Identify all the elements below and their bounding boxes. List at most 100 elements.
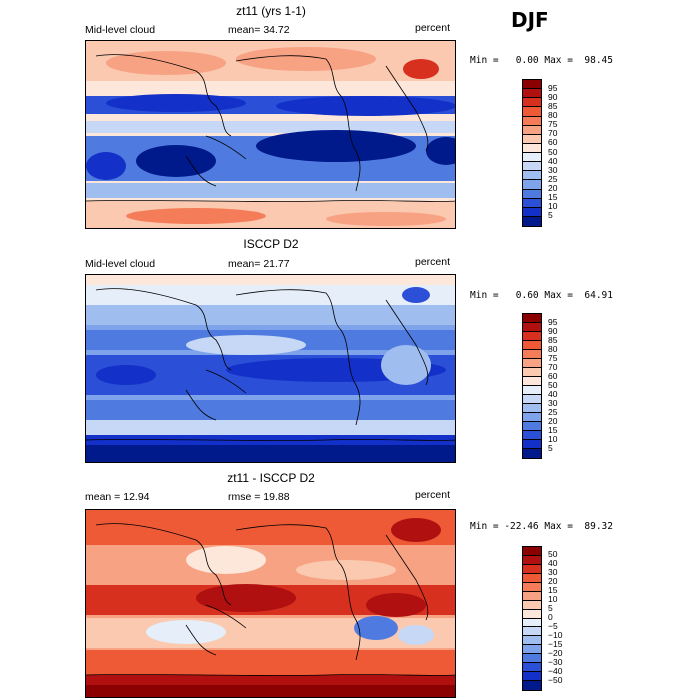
- colorbar-level-label: −20: [548, 647, 563, 658]
- colorbar-segment: [523, 449, 541, 458]
- colorbar-segment: [523, 368, 541, 377]
- colorbar-segment: [523, 216, 541, 226]
- colorbar-level-label: −10: [548, 629, 563, 640]
- colorbar-level-label: 20: [548, 415, 558, 426]
- colorbar-segment: [523, 555, 541, 565]
- panel-3-title: zt11 - ISCCP D2: [227, 471, 315, 485]
- colorbar-segment: [523, 153, 541, 163]
- colorbar-segment: [523, 654, 541, 664]
- colorbar-level-label: 5: [548, 442, 553, 453]
- colorbar-segment: [523, 681, 541, 690]
- season-label: DJF: [511, 8, 549, 32]
- colorbar-segment: [523, 80, 541, 90]
- panel-1-title: zt11 (yrs 1-1): [236, 4, 306, 18]
- colorbar-segment: [523, 98, 541, 108]
- colorbar-level-label: 50: [548, 549, 558, 560]
- colorbar-segment: [523, 600, 541, 610]
- colorbar-level-label: −40: [548, 665, 563, 676]
- colorbar-segment: [523, 609, 541, 619]
- panel-1-variable-label: Mid-level cloud: [85, 24, 156, 36]
- colorbar-level-label: 25: [548, 406, 558, 417]
- colorbar-segment: [523, 180, 541, 190]
- colorbar-segment: [523, 143, 541, 153]
- colorbar-segment: [523, 591, 541, 601]
- colorbar-segment: [523, 547, 541, 556]
- colorbar-level-label: −15: [548, 638, 563, 649]
- colorbar-level-label: 60: [548, 370, 558, 381]
- colorbar-segment: [523, 431, 541, 440]
- panel-2-colorbar: [522, 313, 542, 459]
- colorbar-level-label: 85: [548, 100, 558, 111]
- colorbar-level-label: 40: [548, 558, 558, 569]
- colorbar-level-label: 70: [548, 361, 558, 372]
- colorbar-level-label: 10: [548, 433, 558, 444]
- colorbar-segment: [523, 386, 541, 395]
- panel-1-map: [85, 40, 456, 229]
- colorbar-segment: [523, 636, 541, 646]
- colorbar-level-label: 30: [548, 567, 558, 578]
- colorbar-level-label: 75: [548, 119, 558, 130]
- colorbar-segment: [523, 323, 541, 332]
- colorbar-level-label: 80: [548, 110, 558, 120]
- colorbar-level-label: 90: [548, 325, 558, 336]
- colorbar-segment: [523, 395, 541, 404]
- colorbar-segment: [523, 645, 541, 655]
- colorbar-segment: [523, 341, 541, 350]
- colorbar-level-label: 40: [548, 388, 558, 399]
- colorbar-level-label: 15: [548, 424, 558, 435]
- panel-3-unit: percent: [415, 489, 451, 501]
- panel-1-colorbar: [522, 79, 542, 227]
- colorbar-level-label: 15: [548, 585, 558, 596]
- colorbar-segment: [523, 107, 541, 117]
- colorbar-segment: [523, 207, 541, 217]
- colorbar-level-label: 40: [548, 155, 558, 166]
- colorbar-segment: [523, 404, 541, 413]
- colorbar-level-label: 80: [548, 343, 558, 354]
- colorbar-level-label: 90: [548, 91, 558, 102]
- colorbar-segment: [523, 162, 541, 172]
- colorbar-level-label: −30: [548, 656, 563, 667]
- colorbar-segment: [523, 573, 541, 583]
- colorbar-level-label: 5: [548, 603, 553, 614]
- panel-3-minmax: Min = -22.46 Max = 89.32: [470, 521, 613, 532]
- colorbar-segment: [523, 618, 541, 628]
- colorbar-segment: [523, 663, 541, 673]
- colorbar-level-label: 0: [548, 612, 553, 622]
- panel-2-mean: mean= 21.77: [228, 258, 290, 270]
- panel-3-map: [85, 509, 456, 698]
- colorbar-level-label: −5: [548, 620, 558, 631]
- colorbar-level-label: 95: [548, 82, 558, 93]
- colorbar-level-label: 95: [548, 316, 558, 327]
- colorbar-segment: [523, 332, 541, 341]
- colorbar-segment: [523, 564, 541, 574]
- panel-3-mean: mean = 12.94: [85, 491, 150, 503]
- colorbar-segment: [523, 413, 541, 422]
- colorbar-level-label: 30: [548, 164, 558, 175]
- panel-3-rmse: rmse = 19.88: [228, 491, 290, 503]
- colorbar-segment: [523, 189, 541, 199]
- panel-2-variable-label: Mid-level cloud: [85, 258, 156, 270]
- colorbar-level-label: 50: [548, 146, 558, 157]
- colorbar-level-label: 10: [548, 594, 558, 605]
- panel-3-colorbar: [522, 546, 542, 691]
- colorbar-level-label: 60: [548, 137, 558, 148]
- colorbar-level-label: 20: [548, 183, 558, 193]
- colorbar-segment: [523, 116, 541, 126]
- panel-1-mean: mean= 34.72: [228, 24, 290, 36]
- colorbar-segment: [523, 171, 541, 181]
- colorbar-level-label: 25: [548, 173, 558, 184]
- panel-2-title: ISCCP D2: [243, 237, 299, 251]
- colorbar-level-label: 70: [548, 128, 558, 139]
- panel-2-minmax: Min = 0.60 Max = 64.91: [470, 290, 613, 301]
- panel-1-unit: percent: [415, 22, 451, 34]
- colorbar-level-label: 85: [548, 334, 558, 345]
- colorbar-level-label: 20: [548, 576, 558, 587]
- colorbar-level-label: 50: [548, 379, 558, 390]
- colorbar-segment: [523, 350, 541, 359]
- colorbar-segment: [523, 359, 541, 368]
- colorbar-level-label: 75: [548, 352, 558, 363]
- colorbar-level-label: 30: [548, 397, 558, 408]
- panel-2-map: [85, 274, 456, 463]
- colorbar-segment: [523, 198, 541, 208]
- colorbar-level-label: −50: [548, 674, 563, 685]
